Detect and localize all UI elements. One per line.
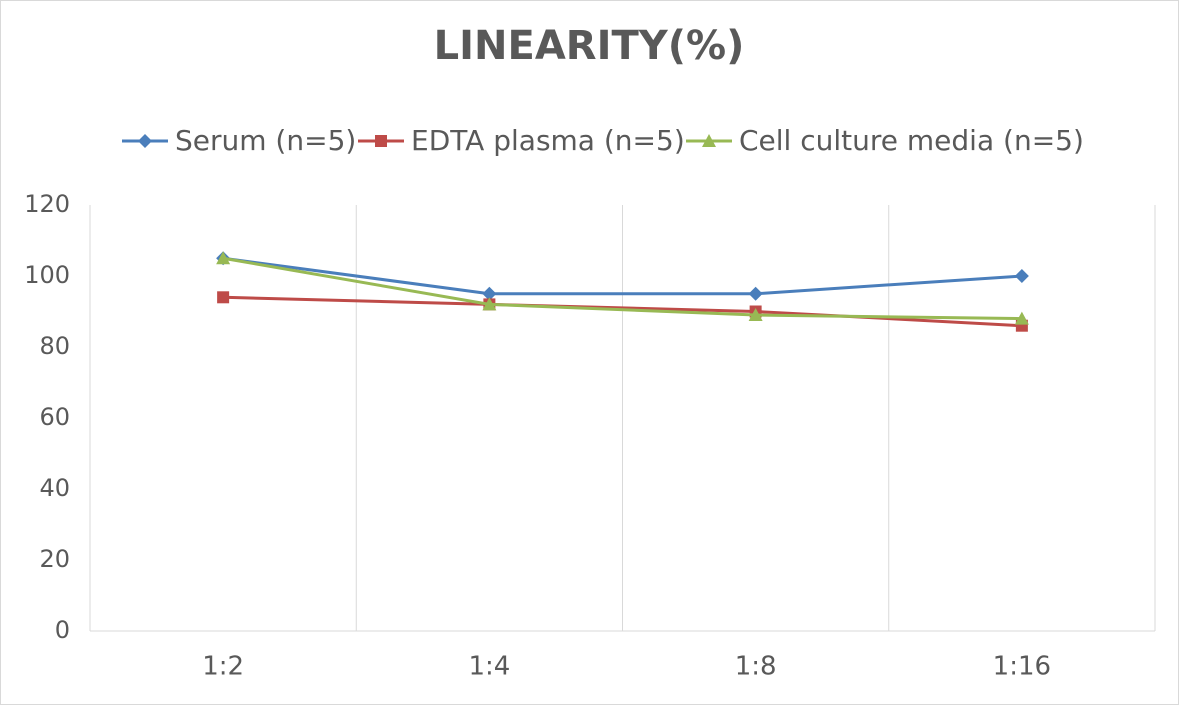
y-tick-label: 120 bbox=[24, 190, 70, 218]
legend-label: Serum (n=5) bbox=[175, 124, 356, 157]
legend-marker bbox=[375, 135, 387, 147]
marker bbox=[748, 286, 763, 301]
legend-label: EDTA plasma (n=5) bbox=[411, 124, 685, 157]
legend-label: Cell culture media (n=5) bbox=[739, 124, 1084, 157]
series-line bbox=[222, 256, 1022, 296]
x-tick-label: 1:16 bbox=[993, 652, 1051, 682]
y-tick-label: 60 bbox=[39, 403, 70, 431]
x-tick-label: 1:8 bbox=[735, 652, 777, 682]
x-tick-label: 1:2 bbox=[202, 652, 244, 682]
series-line bbox=[223, 295, 1022, 328]
legend-marker bbox=[138, 134, 152, 148]
y-tick-label: 40 bbox=[39, 474, 70, 502]
legend-marker bbox=[702, 134, 716, 147]
y-tick-label: 100 bbox=[24, 261, 70, 289]
marker bbox=[482, 297, 497, 311]
marker bbox=[1014, 311, 1029, 325]
series-line bbox=[222, 256, 1022, 321]
y-tick-label: 20 bbox=[39, 545, 70, 573]
marker bbox=[216, 251, 231, 265]
marker bbox=[217, 291, 230, 304]
chart-title: LINEARITY(%) bbox=[434, 23, 745, 69]
y-tick-label: 80 bbox=[39, 332, 70, 360]
y-tick-label: 0 bbox=[55, 616, 70, 644]
marker bbox=[748, 308, 763, 322]
marker bbox=[482, 286, 497, 301]
x-tick-label: 1:4 bbox=[468, 652, 510, 682]
marker bbox=[1014, 269, 1029, 283]
